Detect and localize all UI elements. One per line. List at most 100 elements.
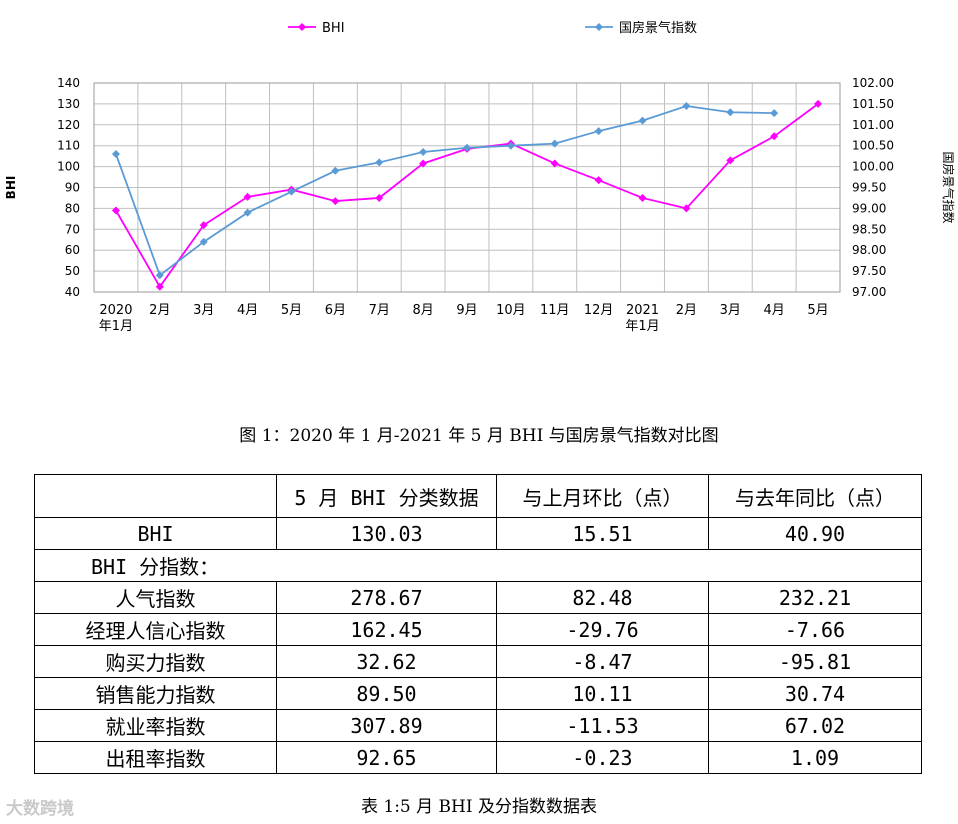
table-cell: 307.89 — [276, 709, 497, 742]
data-point — [726, 156, 735, 165]
data-point — [419, 159, 428, 168]
y-left-tick-label: 70 — [65, 222, 80, 236]
y-left-tick-label: 60 — [65, 243, 80, 257]
data-point — [682, 101, 691, 110]
data-point — [287, 187, 296, 196]
x-tick-label: 2020 年1月 — [99, 303, 133, 334]
table-row: 就业率指数 307.89 -11.53 67.02 — [34, 709, 922, 742]
data-point — [155, 271, 164, 280]
x-tick-label: 2021 年1月 — [625, 303, 659, 334]
data-point — [243, 208, 252, 217]
data-point — [638, 116, 647, 125]
data-point — [331, 166, 340, 175]
y-right-tick-label: 97.00 — [852, 285, 886, 299]
data-point — [111, 206, 120, 215]
x-tick-label: 10月 — [496, 303, 526, 318]
y-left-axis-title: BHI — [4, 176, 18, 200]
y-right-tick-label: 98.50 — [852, 222, 886, 236]
data-point — [375, 158, 384, 167]
table-cell: 15.51 — [496, 517, 709, 550]
x-tick-label: 5月 — [807, 303, 828, 318]
data-point — [814, 99, 823, 108]
data-point — [199, 221, 208, 230]
table-row: 出租率指数 92.65 -0.23 1.09 — [34, 741, 922, 774]
data-point — [375, 193, 384, 202]
series-line-bhi — [115, 103, 819, 289]
x-tick-label: 11月 — [540, 303, 570, 318]
y-left-tick-label: 90 — [65, 181, 80, 195]
y-right-tick-label: 101.00 — [852, 118, 894, 132]
table-subheader-row: BHI 分指数： — [34, 549, 922, 582]
legend-marker — [595, 23, 603, 31]
data-point — [638, 193, 647, 202]
y-right-tick-label: 102.00 — [852, 76, 894, 90]
table-cell: -95.81 — [708, 645, 922, 678]
data-point — [155, 282, 164, 291]
x-tick-label: 3月 — [193, 303, 214, 318]
table-row-bhi: BHI 130.03 15.51 40.90 — [34, 517, 922, 550]
table-cell: 278.67 — [276, 581, 497, 614]
data-point — [506, 141, 515, 150]
table-cell: -0.23 — [496, 741, 709, 774]
table-cell: 10.11 — [496, 677, 709, 710]
table-cell: 89.50 — [276, 677, 497, 710]
y-right-tick-label: 99.50 — [852, 181, 886, 195]
y-right-tick-label: 99.00 — [852, 201, 886, 215]
legend-marker — [298, 23, 306, 31]
row-label: 就业率指数 — [34, 709, 277, 742]
series-line-guofang — [115, 105, 775, 277]
x-tick-label: 5月 — [281, 303, 302, 318]
y-right-tick-label: 98.00 — [852, 243, 886, 257]
data-point — [463, 143, 471, 152]
table-row: 购买力指数 32.62 -8.47 -95.81 — [34, 645, 922, 678]
x-tick-label: 9月 — [456, 303, 477, 318]
x-tick-label: 6月 — [325, 303, 346, 318]
y-right-tick-label: 101.50 — [852, 97, 894, 111]
table-cell: 40.90 — [708, 517, 922, 550]
table-cell: 1.09 — [708, 741, 922, 774]
row-label: 经理人信心指数 — [34, 613, 277, 646]
x-tick-label: 3月 — [720, 303, 741, 318]
x-tick-label: 2月 — [149, 303, 170, 318]
y-right-tick-label: 97.50 — [852, 264, 886, 278]
table-caption: 表 1:5 月 BHI 及分指数数据表 — [360, 797, 597, 817]
table-cell: 32.62 — [276, 645, 497, 678]
x-tick-label: 4月 — [237, 303, 258, 318]
x-tick-label: 4月 — [764, 303, 785, 318]
header-cell — [34, 474, 277, 518]
table-cell: 162.45 — [276, 613, 497, 646]
row-label: 出租率指数 — [34, 741, 277, 774]
table-cell: -29.76 — [496, 613, 709, 646]
data-point — [726, 108, 735, 117]
figure-caption: 图 1：2020 年 1 月-2021 年 5 月 BHI 与国房景气指数对比图 — [239, 426, 719, 446]
data-point — [770, 132, 779, 141]
data-point — [770, 109, 779, 118]
table-row: 销售能力指数 89.50 10.11 30.74 — [34, 677, 922, 710]
table-cell: 130.03 — [276, 517, 497, 550]
row-label: 人气指数 — [34, 581, 277, 614]
table-cell: -11.53 — [496, 709, 709, 742]
y-left-tick-label: 120 — [57, 118, 80, 132]
table-cell: 82.48 — [496, 581, 709, 614]
header-cell: 5 月 BHI 分类数据 — [276, 474, 497, 518]
data-point — [682, 204, 691, 213]
y-right-tick-label: 100.50 — [852, 139, 894, 153]
y-right-axis-title: 国房景气指数 — [941, 151, 956, 223]
table-cell: 67.02 — [708, 709, 922, 742]
table-row: 经理人信心指数 162.45 -29.76 -7.66 — [34, 613, 922, 646]
x-tick-label: 8月 — [412, 303, 433, 318]
data-point — [550, 159, 559, 168]
line-chart: 40 97.00 50 97.50 60 98.00 70 98.50 80 99.00 90 99.… — [4, 20, 956, 334]
legend-label: 国房景气指数 — [619, 20, 697, 36]
y-left-tick-label: 80 — [65, 201, 80, 215]
table-cell: -7.66 — [708, 613, 922, 646]
legend-label: BHI — [322, 21, 345, 36]
header-cell: 与上月环比（点） — [496, 474, 709, 518]
bhi-data-table: 5 月 BHI 分类数据 与上月环比（点） 与去年同比（点） BHI 130.0… — [34, 474, 922, 774]
row-label: BHI — [34, 517, 277, 550]
data-point — [419, 147, 428, 156]
y-right-tick-label: 100.00 — [852, 160, 894, 174]
header-cell: 与去年同比（点） — [708, 474, 922, 518]
x-tick-label: 12月 — [584, 303, 614, 318]
table-cell: 232.21 — [708, 581, 922, 614]
